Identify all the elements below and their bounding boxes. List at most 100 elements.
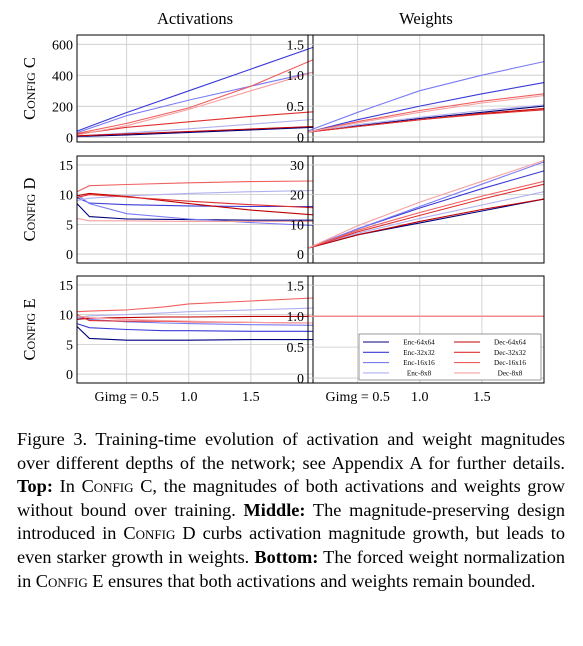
series-line [76, 194, 314, 209]
series-line [76, 326, 313, 341]
series-line [307, 159, 545, 249]
caption-config-d: Config D [123, 523, 196, 544]
plot-frame [76, 34, 314, 143]
column-title: Activations [157, 9, 233, 28]
x-tick-label: 1.5 [473, 390, 491, 405]
y-tick-label: 0 [297, 372, 304, 387]
series-line [76, 192, 314, 216]
caption-text-2: In [52, 476, 82, 497]
row-label: Config C [20, 57, 39, 120]
y-tick-label: 1.5 [287, 38, 305, 53]
y-tick-label: 400 [52, 69, 73, 84]
series-line [307, 109, 545, 133]
y-tick-label: 5 [66, 218, 73, 233]
y-tick-label: 30 [290, 159, 304, 174]
series-line [76, 315, 313, 320]
plot-frame [307, 34, 545, 143]
x-tick-label: 1.0 [180, 390, 198, 405]
series-line [307, 183, 545, 249]
y-tick-label: 15 [59, 279, 73, 294]
y-tick-label: 0.5 [287, 100, 305, 115]
y-tick-label: 0.5 [287, 341, 305, 356]
series-line [76, 323, 313, 332]
series-line [76, 111, 314, 135]
y-tick-label: 600 [52, 38, 73, 53]
series-line [307, 180, 545, 249]
series-line [307, 198, 545, 249]
series-line [76, 194, 314, 227]
legend-label: Dec-64x64 [494, 339, 526, 347]
series-line [307, 161, 545, 249]
x-tick-label: Gimg = 0.5 [326, 390, 390, 405]
y-tick-label: 0 [297, 248, 304, 263]
series-line [76, 307, 314, 319]
figure-grid: Activations Weights Config C Config D Config… [20, 9, 545, 405]
y-tick-label: 200 [52, 100, 73, 115]
legend: Enc-64x64 Dec-64x64 Enc-32x32 Dec-32x32 Enc-… [358, 333, 542, 381]
legend-box [358, 333, 542, 381]
y-tick-label: 10 [290, 218, 304, 233]
series-line [76, 317, 314, 326]
series-line [76, 297, 314, 313]
y-tick-label: 1.5 [287, 279, 305, 294]
series-line [76, 180, 314, 193]
caption-middle-label: Middle: [243, 499, 306, 520]
y-tick-label: 1.0 [287, 69, 305, 84]
row-label: Config D [20, 178, 39, 242]
legend-label: Dec-32x32 [494, 349, 526, 357]
series-line [307, 95, 545, 133]
y-tick-label: 0 [66, 368, 73, 383]
chart-panel: 0 5 10 15 [59, 155, 314, 264]
legend-label: Enc-32x32 [403, 349, 435, 357]
plot-frame [76, 275, 314, 384]
chart-panel: 0 5 10 15 Gimg = 0.5 1.0 1.5 [59, 275, 314, 405]
y-tick-label: 0 [297, 131, 304, 146]
row-label: Config E [20, 299, 39, 361]
caption-top-label: Top: [17, 476, 53, 497]
y-tick-label: 10 [59, 189, 73, 204]
caption-text-1: Training-time evolution of activation an… [17, 429, 565, 473]
caption-text-5: curbs activation magnitude growth, but l… [17, 523, 565, 567]
series-line [76, 125, 314, 137]
chart-panel: 0 200 400 600 [52, 34, 314, 146]
series-line [307, 93, 545, 133]
legend-label: Enc-8x8 [407, 369, 432, 377]
series-line [76, 46, 314, 132]
y-tick-label: 0 [66, 248, 73, 263]
y-tick-label: 15 [59, 159, 73, 174]
caption-text-3: , the magnitudes of both activations and… [17, 476, 566, 520]
series-line [307, 191, 545, 249]
chart-panel: 0 10 20 30 [290, 155, 545, 264]
series-line [76, 315, 314, 324]
series-line [76, 126, 314, 138]
caption-text-4: The magnitude-preserving design introduc… [17, 499, 566, 544]
column-title: Weights [399, 9, 453, 28]
series-line [76, 71, 314, 136]
caption-bottom-label: Bottom: [254, 546, 319, 567]
series-line [307, 61, 545, 132]
legend-label: Enc-16x16 [403, 359, 435, 367]
chart-panel: 0 0.5 1.0 1.5 Gimg = 0.5 1.0 1.5 Enc-64x64 Dec-6… [287, 275, 545, 405]
y-tick-label: 10 [59, 309, 73, 324]
plot-frame [307, 155, 545, 264]
caption-config-c: Config C [81, 476, 153, 497]
x-tick-label: 1.0 [411, 390, 429, 405]
series-line [76, 59, 314, 135]
plot-frame [307, 275, 545, 384]
x-tick-label: Gimg = 0.5 [95, 390, 159, 405]
series-line [76, 203, 313, 221]
figure-label: Figure 3. [17, 429, 88, 449]
series-line [76, 71, 314, 134]
chart-panel: 0 0.5 1.0 1.5 [287, 34, 545, 146]
caption-text-7: ensures that both activations and weight… [103, 570, 536, 591]
legend-label: Dec-16x16 [494, 359, 526, 367]
y-tick-label: 1.0 [287, 310, 305, 325]
plot-frame [76, 155, 314, 264]
series-line [76, 217, 313, 222]
y-tick-label: 20 [290, 189, 304, 204]
caption-text-6: The forced weight normalization in [17, 546, 565, 591]
series-line [307, 82, 545, 133]
y-tick-label: 5 [66, 338, 73, 353]
legend-label: Dec-8x8 [498, 369, 523, 377]
figure-caption: Figure 3. Training-time evolution of act… [17, 428, 565, 593]
